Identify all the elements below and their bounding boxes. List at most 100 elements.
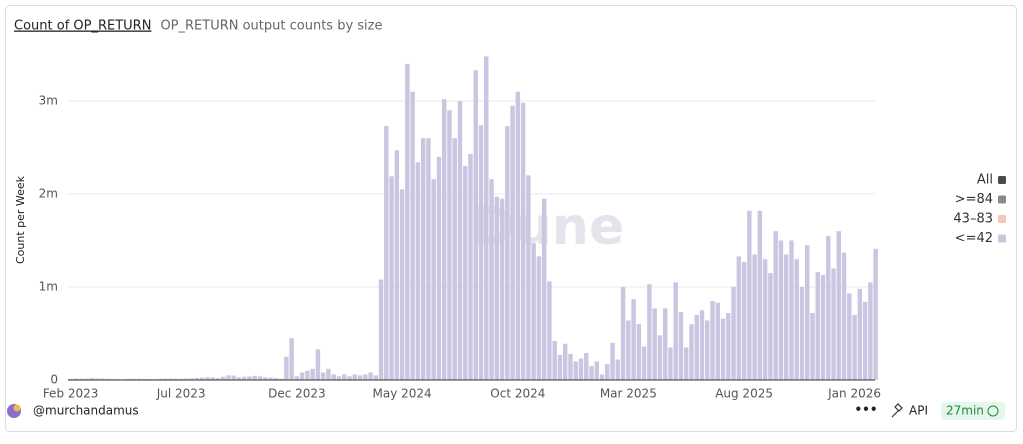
bar xyxy=(757,210,763,380)
bar xyxy=(226,375,231,380)
legend-label: All xyxy=(977,173,993,188)
bar xyxy=(426,138,431,380)
x-tick-label: Oct 2024 xyxy=(490,387,545,401)
bar xyxy=(720,318,726,380)
bar xyxy=(736,256,742,380)
bar xyxy=(199,377,205,380)
bar xyxy=(831,268,836,380)
x-tick-label: Feb 2023 xyxy=(43,387,99,401)
bar xyxy=(815,272,820,380)
bar xyxy=(694,314,699,380)
bar xyxy=(231,375,236,380)
bar xyxy=(631,299,636,380)
more-menu[interactable]: ••• xyxy=(854,403,877,417)
bar xyxy=(73,378,79,380)
bar xyxy=(678,312,684,380)
legend-swatch[interactable] xyxy=(998,176,1006,184)
bar xyxy=(484,56,489,381)
bar xyxy=(768,273,773,380)
bar xyxy=(247,376,252,380)
bar xyxy=(799,287,805,380)
bar xyxy=(205,377,210,380)
bar xyxy=(494,196,500,380)
bar xyxy=(836,231,842,380)
bar xyxy=(336,376,342,380)
x-tick-label: Jul 2023 xyxy=(156,387,206,401)
api-link[interactable]: API xyxy=(909,404,928,418)
bar xyxy=(620,287,626,380)
bar xyxy=(489,179,494,380)
bar xyxy=(705,320,710,380)
bar xyxy=(389,176,394,380)
bar xyxy=(584,353,589,380)
bar xyxy=(841,252,847,380)
bar xyxy=(284,356,289,380)
bar xyxy=(452,138,457,380)
bar xyxy=(305,370,310,380)
bar xyxy=(126,378,131,380)
bar xyxy=(184,378,189,380)
bar xyxy=(726,313,731,380)
bar xyxy=(173,378,179,380)
x-tick-label: May 2024 xyxy=(373,387,432,401)
bar xyxy=(684,347,689,380)
user-name[interactable]: @murchandamus xyxy=(33,404,139,418)
bar xyxy=(252,375,257,380)
bar xyxy=(373,375,379,380)
bar xyxy=(826,235,831,380)
chart-title[interactable]: Count of OP_RETURN xyxy=(14,19,151,34)
bar xyxy=(773,231,778,380)
bar xyxy=(347,376,352,380)
bar xyxy=(847,293,852,380)
bar xyxy=(441,99,447,380)
bar xyxy=(294,376,300,380)
bar xyxy=(136,378,142,380)
refresh-check xyxy=(987,405,999,417)
bar xyxy=(520,102,526,381)
bar xyxy=(236,377,242,380)
y-tick-label: 3m xyxy=(39,94,58,108)
bar xyxy=(263,377,268,380)
legend-swatch[interactable] xyxy=(998,215,1006,223)
bar xyxy=(615,359,621,380)
bar xyxy=(468,154,473,380)
bar xyxy=(94,378,100,380)
api-icon xyxy=(891,403,903,418)
refresh-time: 27min xyxy=(946,404,984,418)
bar xyxy=(68,378,73,380)
bar xyxy=(384,126,389,380)
bar xyxy=(363,374,368,380)
bar xyxy=(368,372,373,380)
y-tick-label: 0 xyxy=(50,373,58,387)
bar xyxy=(647,284,652,380)
bar xyxy=(168,378,173,380)
bar xyxy=(699,310,705,380)
bar xyxy=(278,378,284,380)
bar xyxy=(310,368,315,380)
avatar-detail xyxy=(13,404,21,412)
bar xyxy=(747,210,752,380)
bar xyxy=(715,302,720,380)
legend-swatch[interactable] xyxy=(998,234,1006,243)
bar xyxy=(331,374,336,380)
bar xyxy=(599,374,605,380)
bar xyxy=(242,376,247,380)
bar xyxy=(194,377,200,380)
x-tick-label: Aug 2025 xyxy=(715,387,773,401)
bar xyxy=(783,254,789,380)
bar xyxy=(568,353,573,380)
bar xyxy=(157,378,163,380)
bar xyxy=(541,198,547,380)
bar xyxy=(789,240,794,380)
bar xyxy=(257,376,263,380)
bar xyxy=(873,248,878,380)
bar xyxy=(352,374,357,380)
bar xyxy=(163,378,168,380)
legend-swatch[interactable] xyxy=(998,195,1006,204)
bar xyxy=(189,378,194,380)
x-tick-label: Dec 2023 xyxy=(268,387,326,401)
bar xyxy=(78,378,84,380)
refresh-badge[interactable] xyxy=(941,402,1005,420)
bar xyxy=(378,279,384,380)
